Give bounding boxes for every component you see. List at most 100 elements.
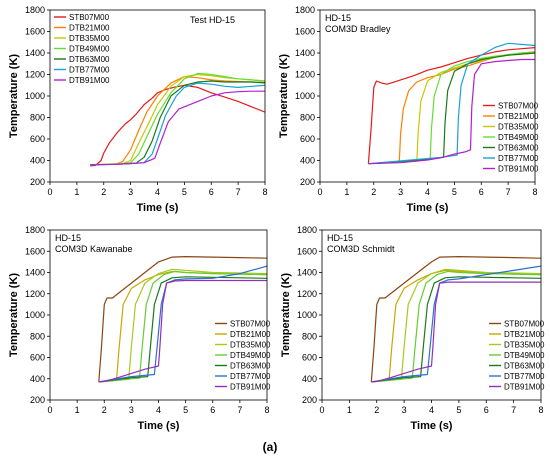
y-tick-label: 1600 [25, 27, 45, 37]
y-tick-label: 1600 [25, 246, 45, 256]
y-tick-label: 800 [302, 331, 317, 341]
y-tick-label: 800 [30, 331, 45, 341]
legend-label: STB07M00 [504, 320, 545, 329]
y-tick-label: 800 [300, 113, 315, 123]
legend-label: DTB77M00 [230, 372, 271, 381]
x-tick-label: 1 [347, 405, 352, 415]
legend-label: DTB49M00 [230, 351, 271, 360]
legend-label: DTB77M00 [69, 66, 110, 75]
series-lines [367, 42, 535, 165]
x-tick-label: 1 [74, 187, 79, 197]
legend-label: STB07M00 [230, 320, 271, 329]
series-line-dtb63m00 [98, 276, 267, 383]
x-tick-label: 2 [101, 187, 106, 197]
legend-label: DTB77M00 [498, 154, 539, 163]
chart-title: HD-15 [55, 233, 81, 243]
chart-panel-2: 0 1 2 3 4 5 6 7 8 200 400 600 800 1000 1200 1400 1600 180… [278, 5, 539, 214]
y-axis-label: Temperature (K) [278, 54, 290, 138]
legend-label: DTB91M00 [69, 76, 110, 85]
series-line-dtb91m00 [371, 281, 541, 383]
series-line-dtb91m00 [90, 90, 265, 166]
chart-title: Test HD-15 [190, 15, 235, 25]
legend-label: DTB63M00 [230, 362, 271, 371]
x-tick-label: 3 [128, 187, 133, 197]
y-tick-label: 1400 [25, 268, 45, 278]
series-line-dtb49m00 [90, 72, 265, 166]
x-tick-label: 3 [402, 405, 407, 415]
legend-label: DTB91M00 [498, 165, 539, 174]
legend-label: DTB77M00 [504, 372, 545, 381]
series-line-stb07m00 [367, 47, 535, 164]
legend-label: DTB91M00 [230, 383, 271, 392]
legend-label: DTB35M00 [504, 341, 545, 350]
x-tick-label: 7 [506, 187, 511, 197]
y-tick-label: 400 [300, 156, 315, 166]
y-tick-label: 400 [30, 156, 45, 166]
y-tick-label: 400 [30, 374, 45, 384]
legend-label: DTB63M00 [504, 362, 545, 371]
series-line-stb07m00 [90, 84, 265, 167]
legend-label: DTB49M00 [69, 45, 110, 54]
y-tick-label: 200 [30, 395, 45, 405]
series-line-dtb77m00 [90, 82, 265, 166]
y-tick-label: 1000 [25, 91, 45, 101]
y-tick-label: 1400 [297, 268, 317, 278]
y-tick-label: 600 [300, 134, 315, 144]
x-tick-label: 2 [371, 187, 376, 197]
y-tick-label: 600 [30, 134, 45, 144]
x-tick-label: 8 [532, 187, 537, 197]
legend-label: DTB21M00 [498, 112, 539, 121]
x-tick-label: 2 [102, 405, 107, 415]
legend-label: DTB21M00 [230, 330, 271, 339]
y-tick-label: 800 [30, 113, 45, 123]
chart-title: HD-15 [325, 13, 351, 23]
series-line-dtb49m00 [98, 270, 267, 383]
y-tick-label: 400 [302, 374, 317, 384]
legend-label: DTB63M00 [69, 55, 110, 64]
x-axis-label: Time (s) [138, 420, 180, 432]
series-line-dtb21m00 [90, 75, 265, 166]
x-tick-label: 4 [429, 405, 434, 415]
chart-title: HD-15 [327, 233, 353, 243]
x-tick-label: 0 [47, 405, 52, 415]
series-line-dtb91m00 [368, 58, 535, 165]
y-tick-label: 1000 [25, 310, 45, 320]
chart-panel-4: 0 1 2 3 4 5 6 7 8 200 400 600 800 1000 1200 1400 1600 180… [280, 225, 545, 432]
figure-label: (a) [263, 440, 278, 454]
x-tick-label: 0 [47, 187, 52, 197]
x-tick-label: 8 [538, 405, 543, 415]
x-axis-label: Time (s) [407, 202, 449, 214]
series-line-stb07m00 [98, 256, 267, 382]
chart-panel-3: 0 1 2 3 4 5 6 7 8 200 400 600 800 1000 1200 1400 1600 180… [8, 225, 271, 432]
x-tick-label: 5 [452, 187, 457, 197]
legend-label: STB07M00 [498, 102, 539, 111]
x-axis-label: Time (s) [411, 420, 453, 432]
legend-label: DTB49M00 [498, 133, 539, 142]
series-lines [370, 256, 541, 383]
chart-subtitle: COM3D Bradley [325, 24, 391, 34]
y-axis-label: Temperature (K) [280, 273, 292, 357]
series-line-dtb91m00 [98, 279, 267, 383]
x-tick-label: 7 [237, 405, 242, 415]
y-tick-label: 200 [300, 177, 315, 187]
x-tick-label: 2 [374, 405, 379, 415]
chart-subtitle: COM3D Schmidt [327, 244, 395, 254]
x-tick-label: 3 [398, 187, 403, 197]
y-tick-label: 1000 [297, 310, 317, 320]
y-tick-label: 1400 [295, 48, 315, 58]
x-tick-label: 6 [210, 405, 215, 415]
series-lines [98, 256, 267, 383]
legend-label: DTB49M00 [504, 351, 545, 360]
y-tick-label: 200 [302, 395, 317, 405]
x-tick-label: 5 [182, 187, 187, 197]
y-tick-label: 1200 [25, 70, 45, 80]
x-tick-label: 8 [264, 405, 269, 415]
y-tick-label: 1200 [25, 289, 45, 299]
series-line-dtb77m00 [368, 42, 535, 165]
x-tick-label: 5 [456, 405, 461, 415]
